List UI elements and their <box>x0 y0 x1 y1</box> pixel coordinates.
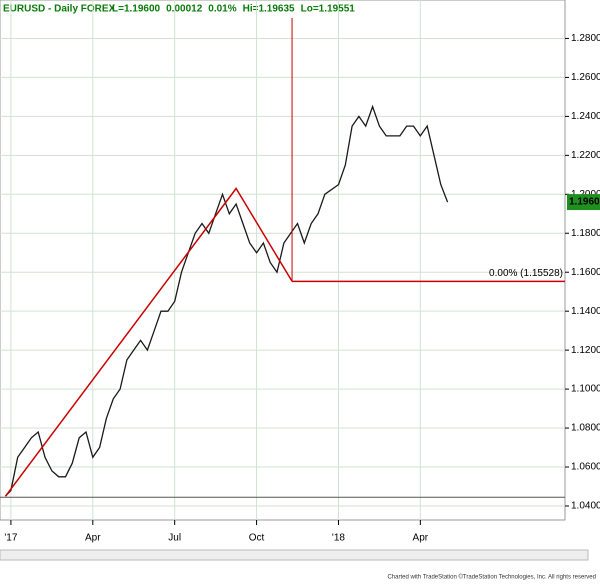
header-stat: L=1.19600 <box>112 4 161 15</box>
x-tick-label: Apr <box>413 533 429 544</box>
header-stat: 0.00012 <box>166 4 203 15</box>
x-tick-label: '18 <box>332 533 345 544</box>
y-tick-label: 1.12000 <box>571 345 600 356</box>
y-tick-label: 1.28000 <box>571 33 600 44</box>
header-stat: Lo=1.19551 <box>301 4 356 15</box>
x-tick-label: Jul <box>168 533 181 544</box>
x-tick-label: Apr <box>85 533 101 544</box>
plot-frame <box>0 0 566 521</box>
x-tick-label: '17 <box>4 533 17 544</box>
price-line <box>5 104 449 497</box>
y-tick-label: 1.08000 <box>571 423 600 434</box>
y-tick-label: 1.16000 <box>571 267 600 278</box>
y-tick-label: 1.06000 <box>571 462 600 473</box>
footer: Charted with TradeStation ©TradeStation … <box>387 574 596 581</box>
y-tick-label: 1.26000 <box>571 72 600 83</box>
y-tick-label: 1.22000 <box>571 150 600 161</box>
scrollbar[interactable] <box>0 549 589 561</box>
y-tick-label: 1.10000 <box>571 384 600 395</box>
y-tick-label: 1.04000 <box>571 501 600 512</box>
chart-title: EURUSD - Daily FOREX <box>3 4 116 15</box>
y-tick-label: 1.18000 <box>571 228 600 239</box>
x-tick-label: Oct <box>249 533 265 544</box>
y-tick-label: 1.24000 <box>571 111 600 122</box>
y-tick-label: 1.14000 <box>571 306 600 317</box>
last-price-label: 1.19600 <box>569 197 600 208</box>
header-stat: 0.01% <box>208 4 236 15</box>
fib-label: 0.00% (1.15528) <box>489 268 563 279</box>
fib-trend <box>4 187 293 497</box>
header-stat: Hi=1.19635 <box>243 4 295 15</box>
last-price-box <box>567 194 600 211</box>
